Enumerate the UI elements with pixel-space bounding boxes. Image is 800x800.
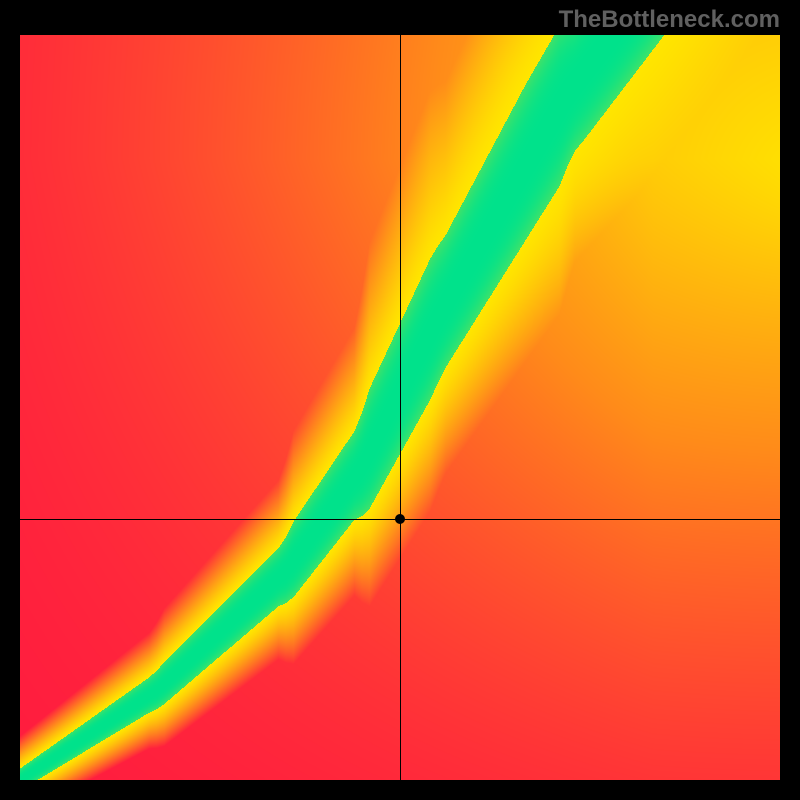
chart-container: TheBottleneck.com — [0, 0, 800, 800]
watermark-text: TheBottleneck.com — [559, 6, 780, 34]
crosshair-marker — [395, 514, 405, 524]
crosshair-vertical — [400, 35, 401, 780]
plot-area — [20, 35, 780, 780]
